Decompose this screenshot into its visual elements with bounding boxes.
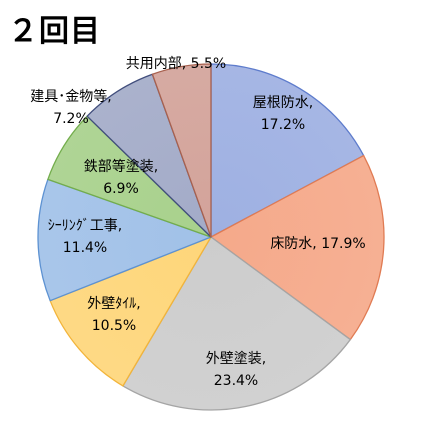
pie-label-3: 外壁塗装, 23.4%	[206, 350, 266, 389]
pie-slice-8	[151, 63, 212, 238]
pie-slice-4	[49, 236, 212, 387]
pie-label-1-line-1: 屋根防水,	[253, 95, 313, 111]
pie-label-3-line-1: 外壁塗装,	[206, 350, 266, 367]
pie-label-3-line-2: 23.4%	[214, 373, 258, 389]
pie-label-4-line-1: 外壁ﾀｲﾙ,	[87, 296, 140, 312]
pie-label-5-line-1: ｼｰﾘﾝｸﾞ工事,	[48, 218, 122, 234]
pie-slice-3	[122, 236, 351, 411]
pie-label-7-line-2: 7.2%	[53, 111, 89, 127]
chart-title: ２回目	[8, 14, 101, 49]
pie-slice-2	[210, 154, 385, 341]
pie-label-2: 床防水, 17.9%	[270, 236, 365, 252]
pie-label-2-line-1: 床防水, 17.9%	[270, 236, 365, 252]
pie-label-8: 共用内部, 5.5%	[126, 56, 226, 72]
pie-label-4-line-2: 10.5%	[92, 318, 136, 334]
pie-label-8-line-1: 共用内部, 5.5%	[126, 56, 226, 72]
pie-label-1: 屋根防水, 17.2%	[253, 95, 313, 133]
pie-label-4: 外壁ﾀｲﾙ, 10.5%	[87, 296, 140, 334]
pie-label-7: 建具･金物等, 7.2%	[30, 88, 111, 127]
pie-label-6-line-1: 鉄部等塗装,	[84, 158, 158, 175]
pie-label-1-line-2: 17.2%	[261, 117, 305, 133]
pie-label-6: 鉄部等塗装, 6.9%	[84, 158, 158, 197]
pie-slice-5	[37, 178, 212, 302]
pie-label-5-line-2: 11.4%	[63, 240, 107, 256]
pie-label-7-line-1: 建具･金物等,	[30, 88, 111, 105]
pie-slice-1	[210, 63, 365, 238]
pie-label-5: ｼｰﾘﾝｸﾞ工事, 11.4%	[48, 218, 122, 256]
pie-label-6-line-2: 6.9%	[103, 181, 139, 197]
